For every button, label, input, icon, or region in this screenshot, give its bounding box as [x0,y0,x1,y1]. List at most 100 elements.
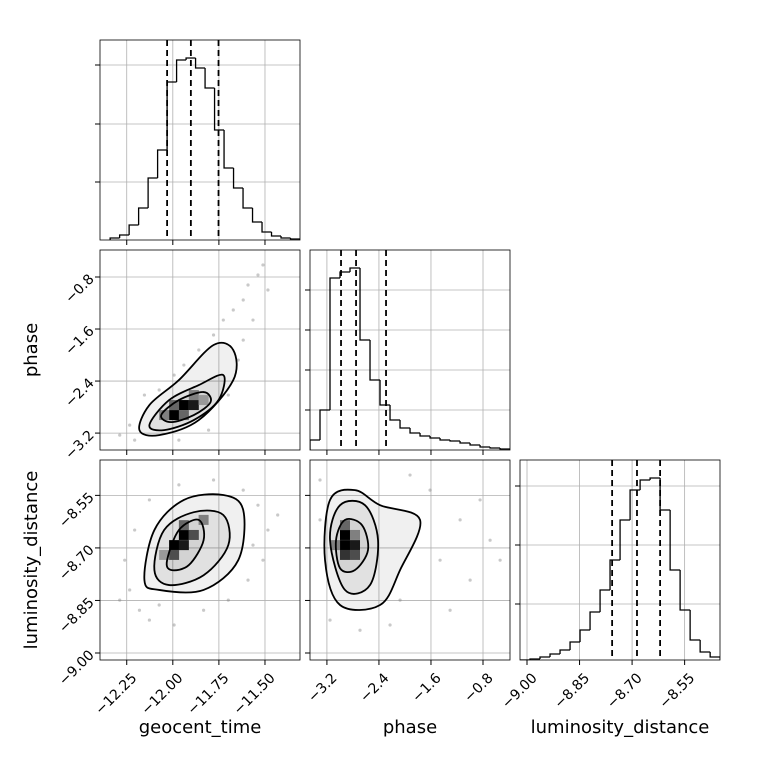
scatter-point [358,628,362,632]
histogram-step [459,441,471,444]
contour-fill [154,510,230,586]
contour [329,499,380,595]
scatter-point [478,498,482,502]
contour [323,488,422,611]
density-cell [339,549,350,560]
x-tick-label: −3.2 [305,670,340,705]
histogram-step [109,237,120,240]
scatter-point [211,478,216,482]
scatter-point [137,608,142,612]
histogram-step [539,656,551,659]
density-cell [198,514,209,525]
histogram-step [251,208,263,223]
histogram-step [389,405,401,421]
scatter-point [498,558,502,562]
x-tick-label: −11.50 [231,670,279,718]
scatter-point [157,388,161,392]
y-tick-label: −3.2 [62,427,97,462]
histogram-step [709,652,720,660]
density-cell [169,400,180,411]
panel-frame [519,459,721,661]
histogram-step [489,447,501,449]
y-tick-label: −0.8 [62,271,97,306]
density-cell [178,540,189,551]
scatter-point [133,438,137,442]
density-cell [350,549,361,560]
scatter-point [123,558,127,562]
scatter-point [241,298,245,302]
histogram-step [479,445,491,448]
histogram-step [409,428,421,434]
scatter-point [438,558,442,562]
histogram-step [549,653,561,657]
contour [160,391,212,423]
x-axis-label: geocent_time [139,717,262,738]
histogram-step [137,207,149,225]
x-tick-label: −12.00 [138,670,186,718]
scatter-point [251,318,255,322]
histogram-step [213,88,225,131]
y-axis-label: luminosity_distance [21,471,42,650]
scatter-point [276,513,280,517]
contour [334,518,370,574]
y-tick-label: −8.85 [56,595,98,637]
histogram-step [439,438,451,441]
scatter-point [318,478,322,482]
histogram-step [569,641,581,650]
scatter-point [448,608,452,612]
panel-frame [99,459,301,661]
scatter-point [241,338,245,342]
density-cell [178,410,189,421]
histogram-step [589,611,601,630]
panel-frame [99,39,301,241]
contour [138,341,238,437]
scatter-point [133,528,137,532]
panel-content [118,478,280,627]
panel-content [118,263,270,442]
histogram-step [429,436,441,439]
histogram-step [559,649,571,654]
scatter-point [266,288,270,292]
histogram-step [185,57,196,60]
y-tick-label: −2.4 [62,375,97,410]
x-tick-label: −8.55 [657,670,699,712]
histogram-step [629,489,641,520]
density-cell [178,529,189,540]
scatter-point [256,503,260,507]
histogram-step [118,234,130,238]
histogram-step [339,271,351,278]
scatter-point [177,483,181,487]
density-cell [188,529,199,540]
scatter-point [261,558,265,562]
scatter-point [118,433,122,437]
contour [165,518,206,572]
histogram-step [128,224,139,235]
histogram-step [204,68,215,89]
histogram-step [280,236,291,239]
y-tick-label: −8.55 [56,490,98,532]
scatter-point [206,428,211,432]
histogram-step [175,59,187,82]
histogram-step [659,478,671,511]
scatter-point [147,618,152,622]
y-tick-label: −9.00 [56,647,98,689]
panel-content [318,473,502,632]
scatter-point [408,473,412,477]
scatter-point [388,623,392,627]
y-tick-label: −1.6 [62,323,97,358]
scatter-point [318,518,322,522]
panel-frame [99,249,301,451]
density-cell [178,400,189,411]
scatter-point [241,488,245,492]
histogram-step [289,238,300,240]
histogram-step [469,443,481,446]
histogram-step [369,340,381,381]
density-cell [169,410,180,421]
histogram-step [156,149,168,178]
scatter-point [128,588,132,592]
scatter-point [246,283,250,287]
histogram-step [270,232,282,237]
histogram-step [349,267,361,272]
scatter-point [147,498,152,502]
